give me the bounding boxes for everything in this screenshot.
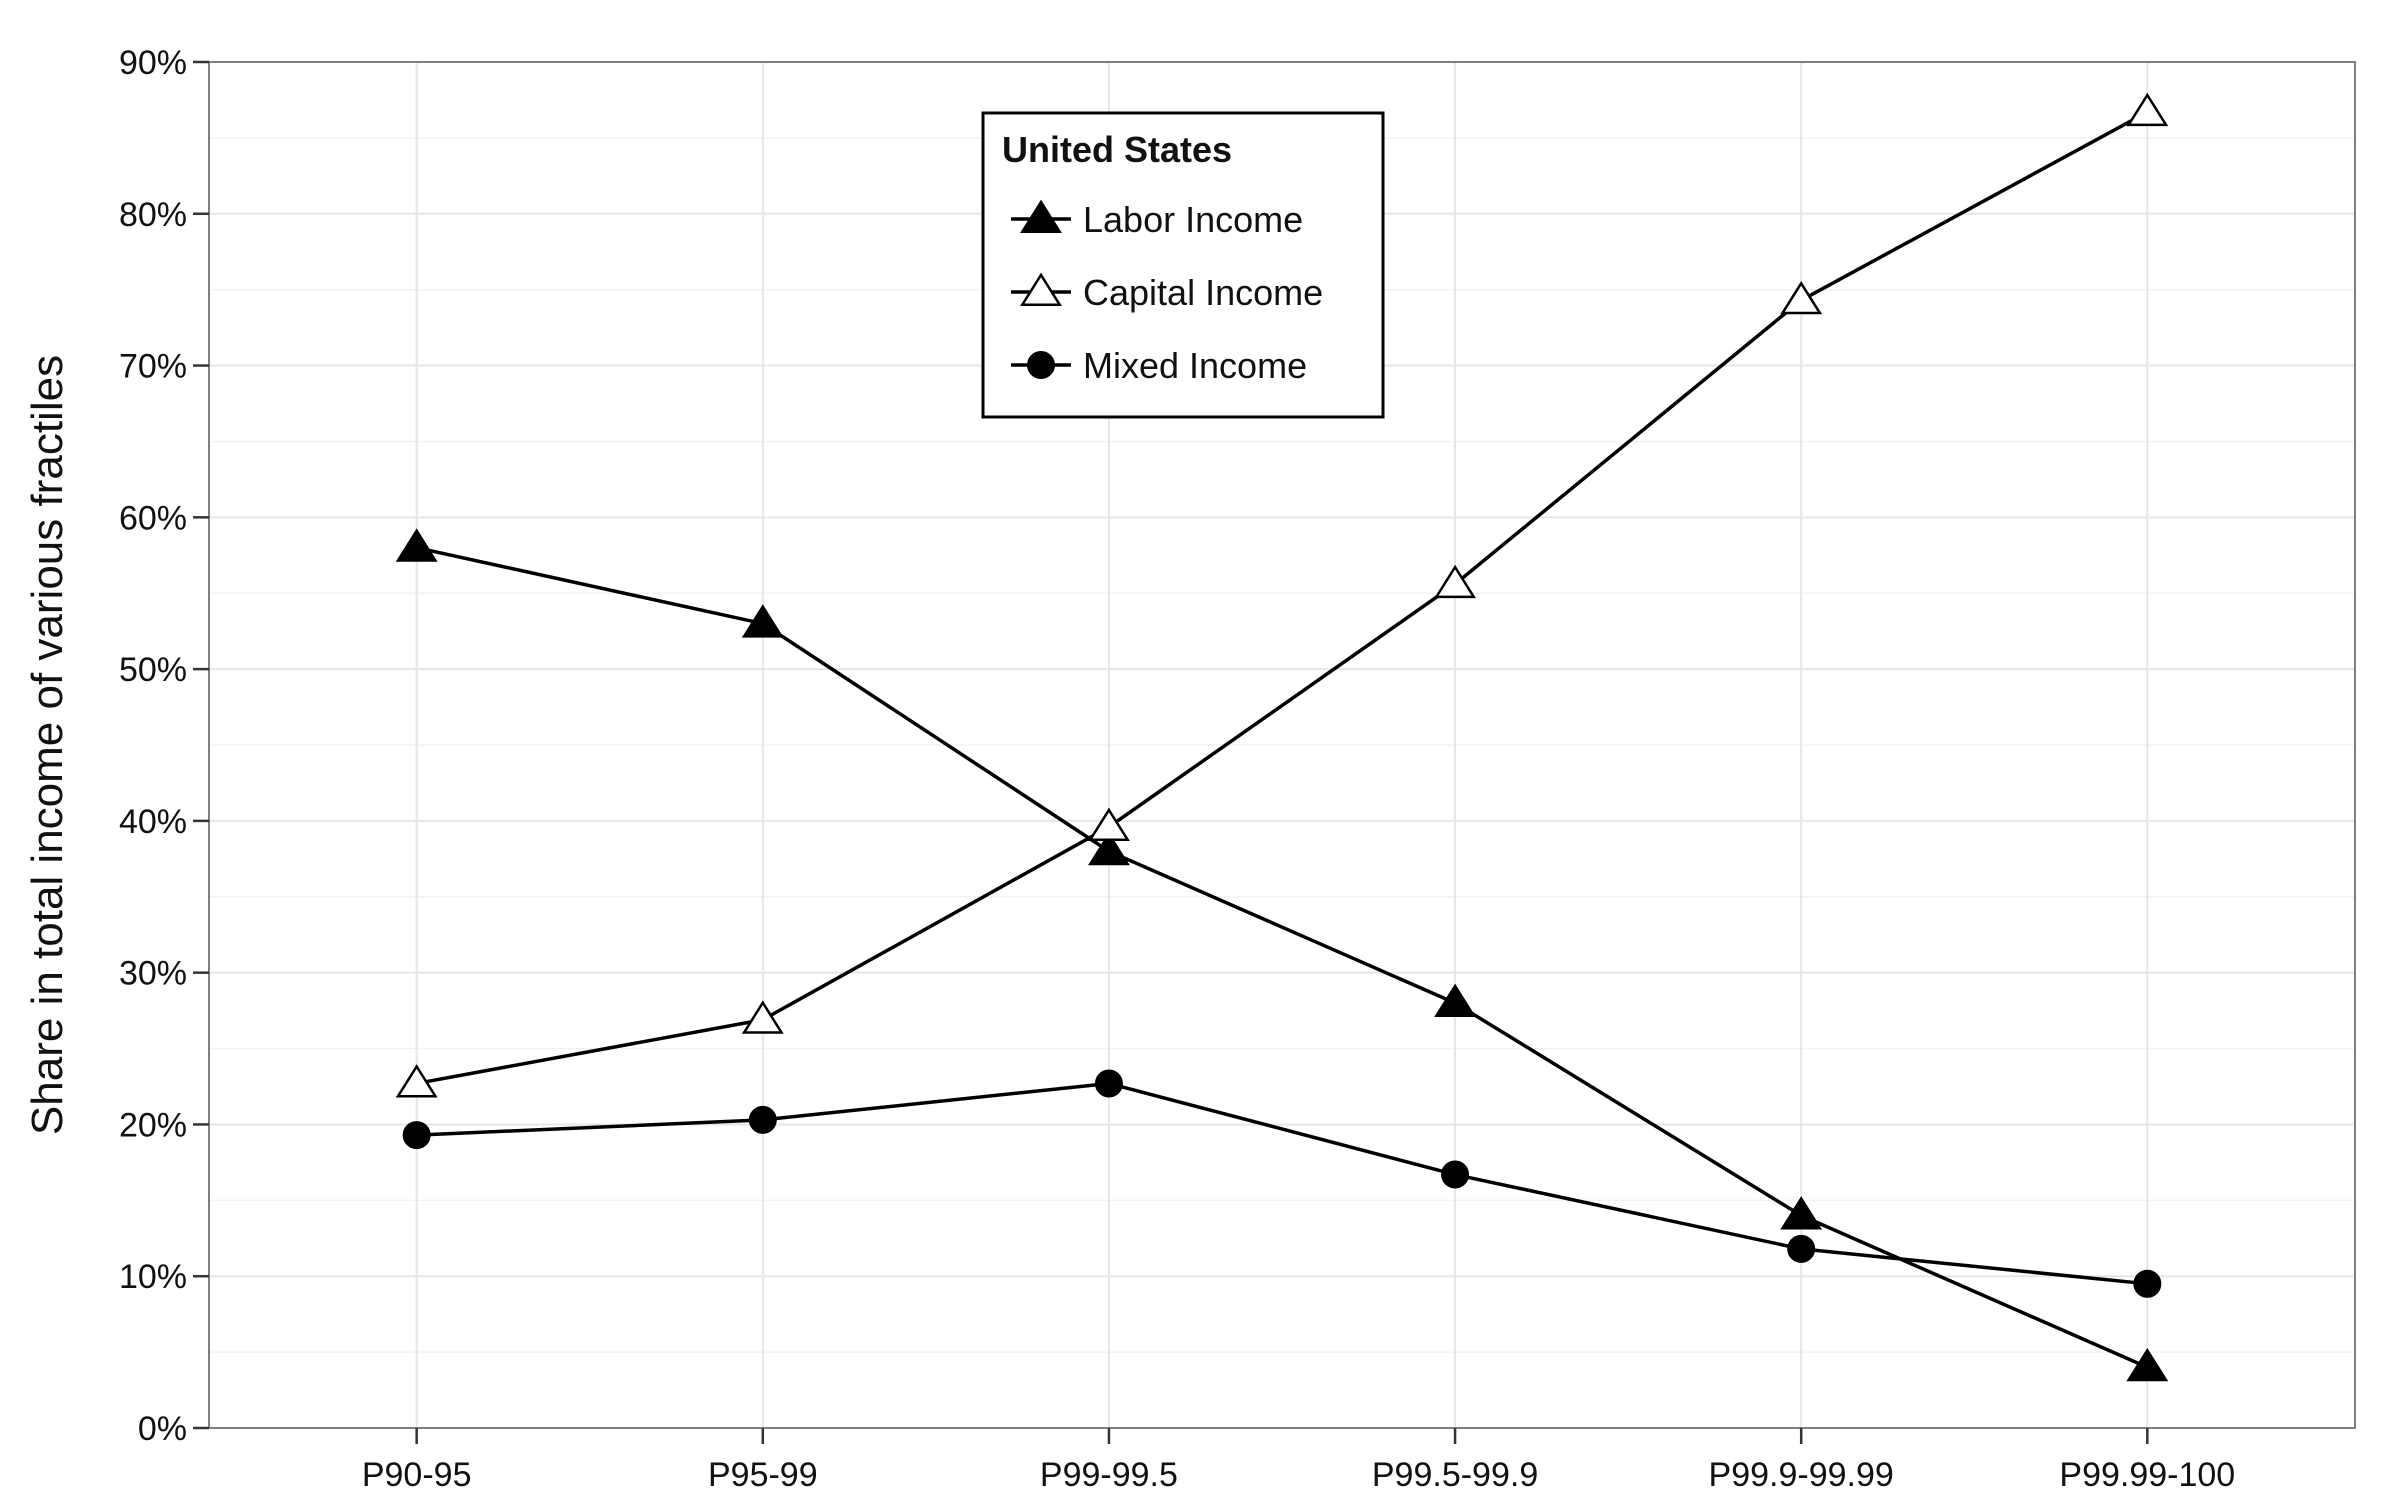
data-point <box>1087 807 1130 841</box>
legend-items: Labor Income Capital Income Mixed Income <box>1011 199 1323 386</box>
y-tick-label: 20% <box>119 1106 187 1144</box>
legend-key-marker <box>1020 199 1062 233</box>
series-labor-income <box>395 528 2169 1382</box>
data-point <box>1434 983 1477 1018</box>
y-axis: 0% 10% 20% 30% 40% 50% 60% 70% 80% 90% <box>119 44 209 1448</box>
legend-key-marker <box>1027 351 1055 379</box>
series-capital-income <box>395 92 2169 1098</box>
x-tick-label: P90-95 <box>362 1456 472 1494</box>
data-point <box>1087 831 1130 866</box>
y-tick-label: 30% <box>119 955 187 993</box>
data-point <box>395 1064 438 1098</box>
x-tick-label: P99.5-99.9 <box>1372 1456 1538 1494</box>
legend-title: United States <box>1002 129 1232 170</box>
data-point <box>741 604 784 638</box>
data-point <box>1780 280 1823 315</box>
x-tick-label: P95-99 <box>708 1456 818 1494</box>
y-tick-label: 0% <box>138 1410 187 1448</box>
y-tick-label: 60% <box>119 499 187 537</box>
series-line <box>416 1081 2148 1286</box>
x-axis: P90-95 P95-99 P99-99.5 P99.5-99.9 P99.9-99.9… <box>362 1428 2235 1494</box>
data-point <box>1780 1196 1823 1230</box>
y-tick-label: 80% <box>119 196 187 234</box>
legend-item: Labor Income <box>1011 199 1303 240</box>
legend-key-marker <box>1020 272 1062 306</box>
legend-item: Capital Income <box>1011 272 1323 313</box>
series-line <box>416 110 2149 1086</box>
y-tick-label: 40% <box>119 803 187 841</box>
data-point <box>1787 1234 1816 1263</box>
data-point <box>2126 92 2169 127</box>
plot-panel-border <box>208 61 2356 1429</box>
y-tick-label: 50% <box>119 651 187 689</box>
y-tick-label: 70% <box>119 348 187 386</box>
legend: United States Labor Income Capital Income… <box>981 111 1385 419</box>
series-layer <box>395 92 2169 1382</box>
data-point <box>2133 1269 2162 1298</box>
x-tick-label: P99-99.5 <box>1040 1456 1178 1494</box>
y-tick-label: 90% <box>119 44 187 82</box>
data-point <box>402 1121 431 1150</box>
data-point <box>2126 1347 2169 1382</box>
x-tick-label: P99.9-99.99 <box>1709 1456 1894 1494</box>
data-point <box>1094 1069 1123 1098</box>
data-point <box>1441 1160 1470 1189</box>
legend-label: Mixed Income <box>1083 345 1307 386</box>
data-point <box>1434 564 1477 599</box>
data-point <box>741 1000 784 1034</box>
y-axis-title: Share in total income of various fractil… <box>23 355 72 1135</box>
legend-label: Capital Income <box>1083 272 1323 313</box>
data-point <box>395 528 438 562</box>
y-tick-label: 10% <box>119 1258 187 1296</box>
legend-item: Mixed Income <box>1011 345 1307 386</box>
series-line <box>416 545 2149 1369</box>
legend-label: Labor Income <box>1083 199 1303 240</box>
series-mixed-income <box>402 1069 2162 1298</box>
x-tick-label: P99.99-100 <box>2059 1456 2235 1494</box>
data-point <box>748 1105 777 1134</box>
